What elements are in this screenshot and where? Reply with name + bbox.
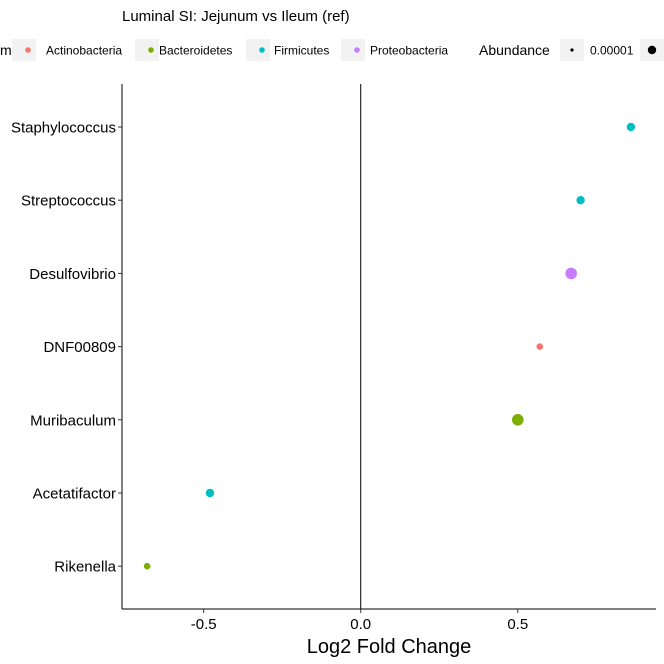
point-acetatifactor (205, 488, 215, 498)
legend-size-label: 0.00001 (590, 44, 634, 58)
legend-label-firmicutes: Firmicutes (274, 44, 329, 58)
plot-area: Staphylococcus Streptococcus Desulfovibrio… (11, 84, 656, 633)
legend-color-title: m (0, 42, 12, 58)
legend-swatch-firmicutes (259, 47, 265, 53)
y-tick-label: Acetatifactor (33, 486, 116, 503)
chart-title: Luminal SI: Jejunum vs Ileum (ref) (122, 8, 350, 25)
legend-key-box (12, 39, 36, 61)
legend-label-bacteroidetes: Bacteroidetes (159, 44, 232, 58)
point-rikenella (143, 562, 151, 570)
y-axis-ticks: Staphylococcus Streptococcus Desulfovibrio… (11, 120, 122, 576)
legend-swatch-bacteroidetes (148, 47, 154, 53)
legend-size-swatch (647, 45, 657, 55)
point-muribaculum (511, 414, 524, 426)
y-tick-label: Streptococcus (21, 193, 116, 210)
legend-key-box (135, 39, 159, 61)
point-staphylococcus (626, 122, 636, 132)
legend-size-title: Abundance (479, 42, 550, 58)
x-axis-ticks: -0.5 0.0 0.5 (191, 609, 528, 633)
y-tick-label: Desulfovibrio (29, 266, 116, 283)
y-tick-label: Staphylococcus (11, 120, 116, 137)
point-dnf00809 (536, 343, 544, 350)
x-tick-label: -0.5 (191, 616, 217, 633)
legend-key-box (246, 39, 270, 61)
y-tick-label: Muribaculum (30, 412, 116, 429)
x-axis-label: Log2 Fold Change (307, 636, 472, 658)
point-streptococcus (576, 196, 585, 205)
legend: m Actinobacteria Bacteroidetes Firmicutes Pr… (0, 39, 664, 61)
y-tick-label: DNF00809 (43, 339, 116, 356)
y-tick-label: Rikenella (54, 559, 116, 576)
point-desulfovibrio (565, 267, 577, 280)
legend-swatch-actinobacteria (25, 47, 31, 53)
legend-label-actinobacteria: Actinobacteria (46, 44, 122, 58)
data-points (143, 122, 636, 570)
legend-label-proteobacteria: Proteobacteria (370, 44, 448, 58)
x-tick-label: 0.0 (350, 616, 371, 633)
legend-key-box (341, 39, 365, 61)
x-tick-label: 0.5 (507, 616, 528, 633)
legend-size-swatch (570, 48, 574, 52)
legend-swatch-proteobacteria (354, 47, 360, 53)
